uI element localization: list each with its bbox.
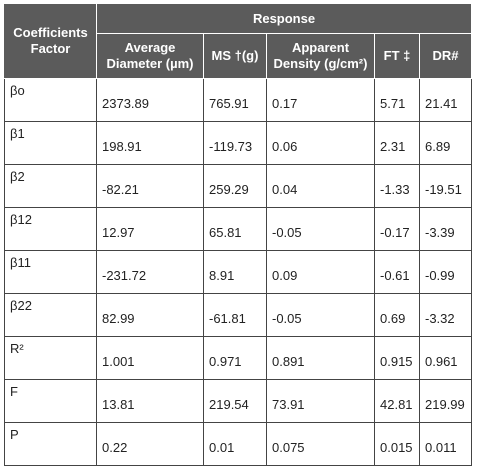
- cell-apparent-density: 0.06: [266, 121, 375, 165]
- cell-ft: 0.015: [374, 422, 420, 466]
- cell-average-diameter: 1.001: [96, 336, 204, 380]
- table-row: P 0.22 0.01 0.075 0.015 0.011: [4, 422, 473, 466]
- cell-average-diameter: 0.22: [96, 422, 204, 466]
- cell-ms: 765.91: [203, 78, 267, 122]
- cell-dr: 21.41: [418, 78, 473, 122]
- row-label: P: [4, 422, 97, 466]
- coefficients-table: Coefficients Factor Response Average Dia…: [4, 3, 473, 466]
- cell-ms: 8.91: [203, 250, 267, 294]
- cell-ms: 0.971: [203, 336, 267, 380]
- table-row: R² 1.001 0.971 0.891 0.915 0.961: [4, 336, 473, 380]
- row-label: β1: [4, 121, 97, 165]
- response-group-header: Response: [95, 3, 473, 34]
- row-label: R²: [4, 336, 97, 380]
- cell-ms: 0.01: [203, 422, 267, 466]
- cell-ft: -1.33: [374, 164, 420, 208]
- cell-dr: -3.32: [418, 293, 473, 337]
- cell-dr: 219.99: [418, 379, 473, 423]
- coefficients-table-container: Coefficients Factor Response Average Dia…: [4, 3, 473, 466]
- cell-ms: -61.81: [203, 293, 267, 337]
- cell-ft: 2.31: [374, 121, 420, 165]
- cell-apparent-density: -0.05: [266, 293, 375, 337]
- row-label: β22: [4, 293, 97, 337]
- row-label: β11: [4, 250, 97, 294]
- cell-average-diameter: -231.72: [96, 250, 204, 294]
- header-row-columns: Average Diameter (µm) MS †(g) Apparent D…: [5, 33, 473, 79]
- table-row: β2 -82.21 259.29 0.04 -1.33 -19.51: [4, 164, 473, 208]
- column-header-average-diameter: Average Diameter (µm): [96, 33, 204, 79]
- factor-header-line2: Factor: [30, 41, 71, 56]
- column-header-ms: MS †(g): [203, 33, 267, 79]
- cell-average-diameter: 12.97: [96, 207, 204, 251]
- row-label: β12: [4, 207, 97, 251]
- table-body: βo 2373.89 765.91 0.17 5.71 21.41 β1 198…: [4, 78, 473, 466]
- row-label: F: [4, 379, 97, 423]
- column-header-dr: DR#: [418, 33, 473, 79]
- table-row: β12 12.97 65.81 -0.05 -0.17 -3.39: [4, 207, 473, 251]
- cell-dr: -3.39: [418, 207, 473, 251]
- cell-dr: -0.99: [418, 250, 473, 294]
- table-row: βo 2373.89 765.91 0.17 5.71 21.41: [4, 78, 473, 122]
- cell-ft: -0.61: [374, 250, 420, 294]
- cell-ft: -0.17: [374, 207, 420, 251]
- cell-dr: 0.961: [418, 336, 473, 380]
- cell-average-diameter: -82.21: [96, 164, 204, 208]
- cell-ft: 42.81: [374, 379, 420, 423]
- cell-ft: 0.915: [374, 336, 420, 380]
- table-row: F 13.81 219.54 73.91 42.81 219.99: [4, 379, 473, 423]
- cell-dr: 6.89: [418, 121, 473, 165]
- table-row: β22 82.99 -61.81 -0.05 0.69 -3.32: [4, 293, 473, 337]
- cell-ms: 65.81: [203, 207, 267, 251]
- table-row: β11 -231.72 8.91 0.09 -0.61 -0.99: [4, 250, 473, 294]
- cell-ft: 5.71: [374, 78, 420, 122]
- cell-apparent-density: 0.075: [266, 422, 375, 466]
- coefficients-header-line1: Coefficients: [13, 25, 88, 40]
- cell-average-diameter: 82.99: [96, 293, 204, 337]
- cell-apparent-density: 0.891: [266, 336, 375, 380]
- cell-apparent-density: 0.04: [266, 164, 375, 208]
- cell-ms: 259.29: [203, 164, 267, 208]
- table-row: β1 198.91 -119.73 0.06 2.31 6.89: [4, 121, 473, 165]
- cell-apparent-density: -0.05: [266, 207, 375, 251]
- cell-apparent-density: 73.91: [266, 379, 375, 423]
- coefficients-factor-header: Coefficients Factor: [4, 3, 97, 79]
- row-label: β2: [4, 164, 97, 208]
- cell-average-diameter: 13.81: [96, 379, 204, 423]
- cell-ft: 0.69: [374, 293, 420, 337]
- table-header: Coefficients Factor Response Average Dia…: [4, 3, 473, 79]
- cell-dr: 0.011: [418, 422, 473, 466]
- row-label: βo: [4, 78, 97, 122]
- cell-apparent-density: 0.17: [266, 78, 375, 122]
- cell-ms: -119.73: [203, 121, 267, 165]
- cell-average-diameter: 2373.89: [96, 78, 204, 122]
- column-header-ft: FT ‡: [374, 33, 420, 79]
- cell-average-diameter: 198.91: [96, 121, 204, 165]
- column-header-apparent-density: Apparent Density (g/cm²): [266, 33, 375, 79]
- cell-apparent-density: 0.09: [266, 250, 375, 294]
- cell-dr: -19.51: [418, 164, 473, 208]
- cell-ms: 219.54: [203, 379, 267, 423]
- header-row-group: Coefficients Factor Response: [4, 3, 473, 79]
